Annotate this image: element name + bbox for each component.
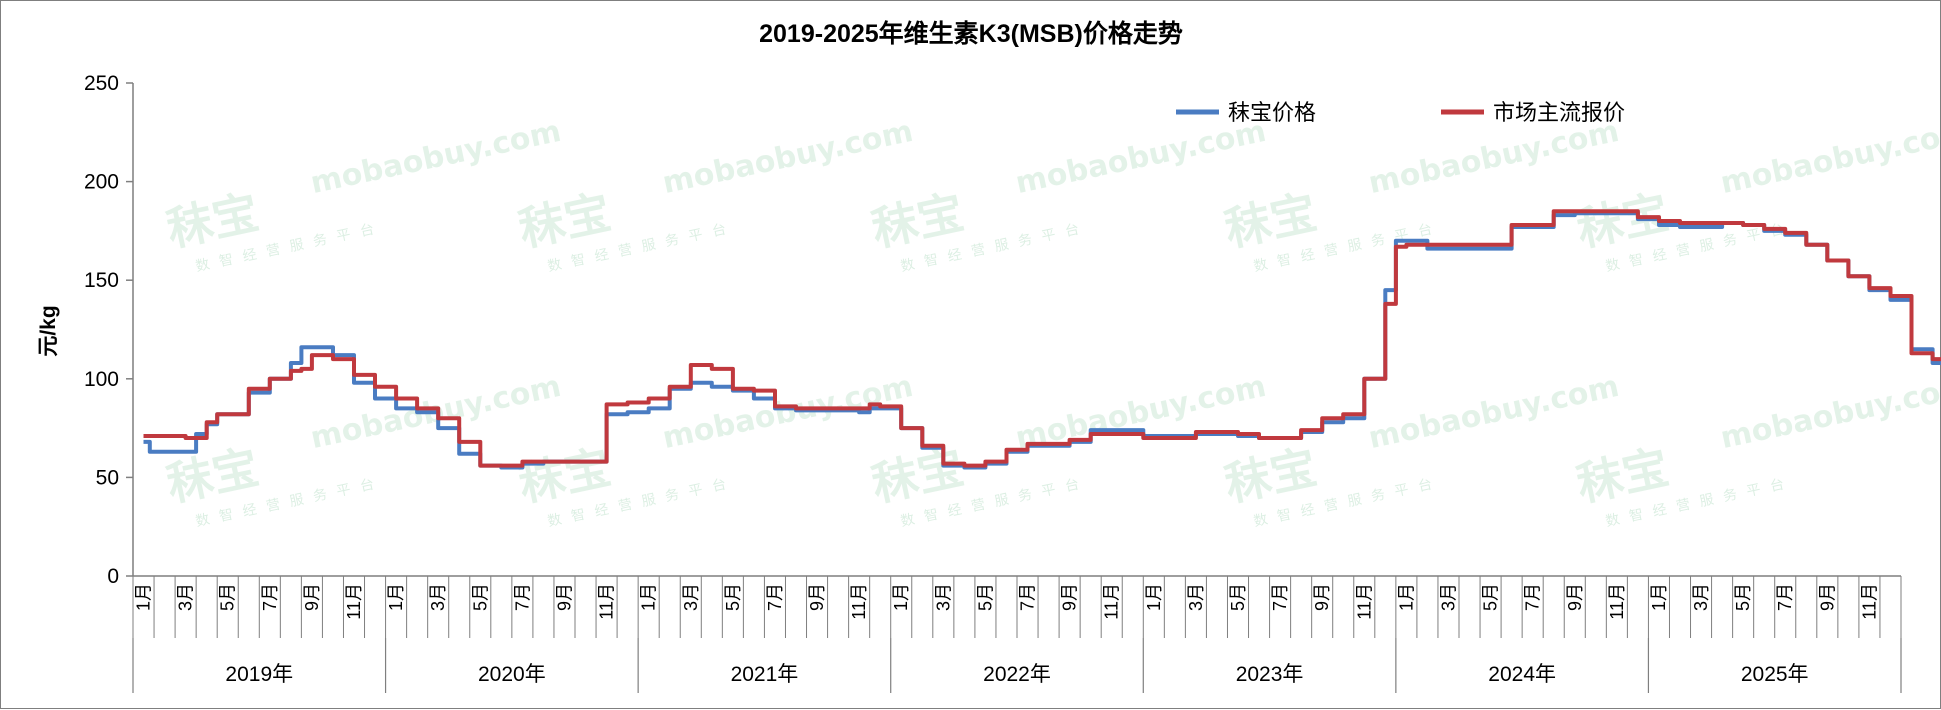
y-tick-label: 200	[84, 171, 119, 194]
x-month-label: 11月	[849, 583, 869, 620]
x-month-label: 5月	[975, 583, 995, 611]
x-month-label: 3月	[1691, 583, 1711, 611]
x-year-label: 2025年	[1741, 663, 1809, 686]
x-month-label: 7月	[765, 583, 785, 611]
x-month-label: 3月	[1438, 583, 1458, 611]
watermark-brand: 秣宝	[514, 185, 615, 257]
x-month-label: 1月	[134, 583, 154, 611]
x-month-label: 5月	[218, 583, 238, 611]
x-month-label: 11月	[1102, 583, 1122, 620]
x-month-label: 3月	[1186, 583, 1206, 611]
x-month-label: 11月	[344, 583, 364, 620]
x-month-label: 3月	[933, 583, 953, 611]
x-year-label: 2022年	[983, 663, 1051, 686]
watermark-url: mobaobuy.com	[1718, 114, 1941, 201]
x-month-label: 1月	[891, 583, 911, 611]
watermark-brand: 秣宝	[867, 440, 968, 512]
x-month-label: 7月	[1523, 583, 1543, 611]
x-month-label: 1月	[639, 583, 659, 611]
watermark-url: mobaobuy.com	[1366, 369, 1623, 456]
watermark-brand: 秣宝	[514, 440, 615, 512]
watermark-url: mobaobuy.com	[308, 114, 565, 201]
x-year-label: 2020年	[478, 663, 546, 686]
x-month-label: 7月	[1270, 583, 1290, 611]
x-month-label: 5月	[470, 583, 490, 611]
y-tick-label: 0	[107, 565, 119, 588]
x-month-label: 1月	[1649, 583, 1669, 611]
watermark-layer: 秣宝mobaobuy.com数智经营服务平台秣宝mobaobuy.com数智经营…	[161, 114, 1941, 534]
x-month-label: 9月	[1817, 583, 1837, 611]
x-month-label: 5月	[1228, 583, 1248, 611]
x-year-label: 2019年	[225, 663, 293, 686]
x-month-label: 1月	[386, 583, 406, 611]
watermark-brand: 秣宝	[1220, 185, 1321, 257]
legend-label-series-b: 市场主流报价	[1493, 100, 1625, 125]
watermark-url: mobaobuy.com	[1718, 369, 1941, 456]
x-month-label: 5月	[1481, 583, 1501, 611]
x-month-label: 9月	[807, 583, 827, 611]
x-month-label: 5月	[723, 583, 743, 611]
x-month-label: 7月	[512, 583, 532, 611]
x-month-label: 7月	[260, 583, 280, 611]
chart-title: 2019-2025年维生素K3(MSB)价格走势	[759, 19, 1183, 48]
x-month-label: 9月	[1312, 583, 1332, 611]
y-tick-label: 100	[84, 368, 119, 391]
x-month-label: 1月	[1396, 583, 1416, 611]
x-month-label: 11月	[1354, 583, 1374, 620]
x-year-label: 2023年	[1236, 663, 1304, 686]
x-month-label: 9月	[1060, 583, 1080, 611]
x-month-label: 3月	[428, 583, 448, 611]
x-month-label: 11月	[1607, 583, 1627, 620]
legend-label-series-a: 秣宝价格	[1228, 100, 1316, 125]
y-tick-label: 150	[84, 269, 119, 292]
watermark-brand: 秣宝	[162, 185, 263, 257]
x-month-label: 11月	[597, 583, 617, 620]
watermark-brand: 秣宝	[1572, 440, 1673, 512]
x-month-label: 1月	[1144, 583, 1164, 611]
watermark-url: mobaobuy.com	[660, 114, 917, 201]
watermark-brand: 秣宝	[1220, 440, 1321, 512]
watermark-brand: 秣宝	[867, 185, 968, 257]
x-month-label: 7月	[1775, 583, 1795, 611]
x-month-label: 7月	[1018, 583, 1038, 611]
y-axis: 0 50 100 150 200 250	[84, 72, 133, 588]
x-year-label: 2021年	[731, 663, 799, 686]
x-year-label: 2024年	[1488, 663, 1556, 686]
y-tick-label: 50	[96, 466, 119, 489]
legend: 秣宝价格 市场主流报价	[1176, 100, 1625, 125]
x-month-label: 3月	[681, 583, 701, 611]
x-month-label: 5月	[1733, 583, 1753, 611]
x-month-label: 3月	[176, 583, 196, 611]
y-tick-label: 250	[84, 72, 119, 95]
watermark-url: mobaobuy.com	[1366, 114, 1623, 201]
x-month-label: 9月	[1565, 583, 1585, 611]
x-month-label: 9月	[554, 583, 574, 611]
x-month-label: 9月	[302, 583, 322, 611]
x-month-label: 11月	[1859, 583, 1879, 620]
x-axis: 1月 3月 5月 7月 9月 11月 2019年 1月 3月 5月 7月 9月 11月 2020年 1月 3月…	[133, 576, 1901, 693]
watermark-url: mobaobuy.com	[1013, 114, 1270, 201]
y-axis-label: 元/kg	[37, 305, 60, 356]
